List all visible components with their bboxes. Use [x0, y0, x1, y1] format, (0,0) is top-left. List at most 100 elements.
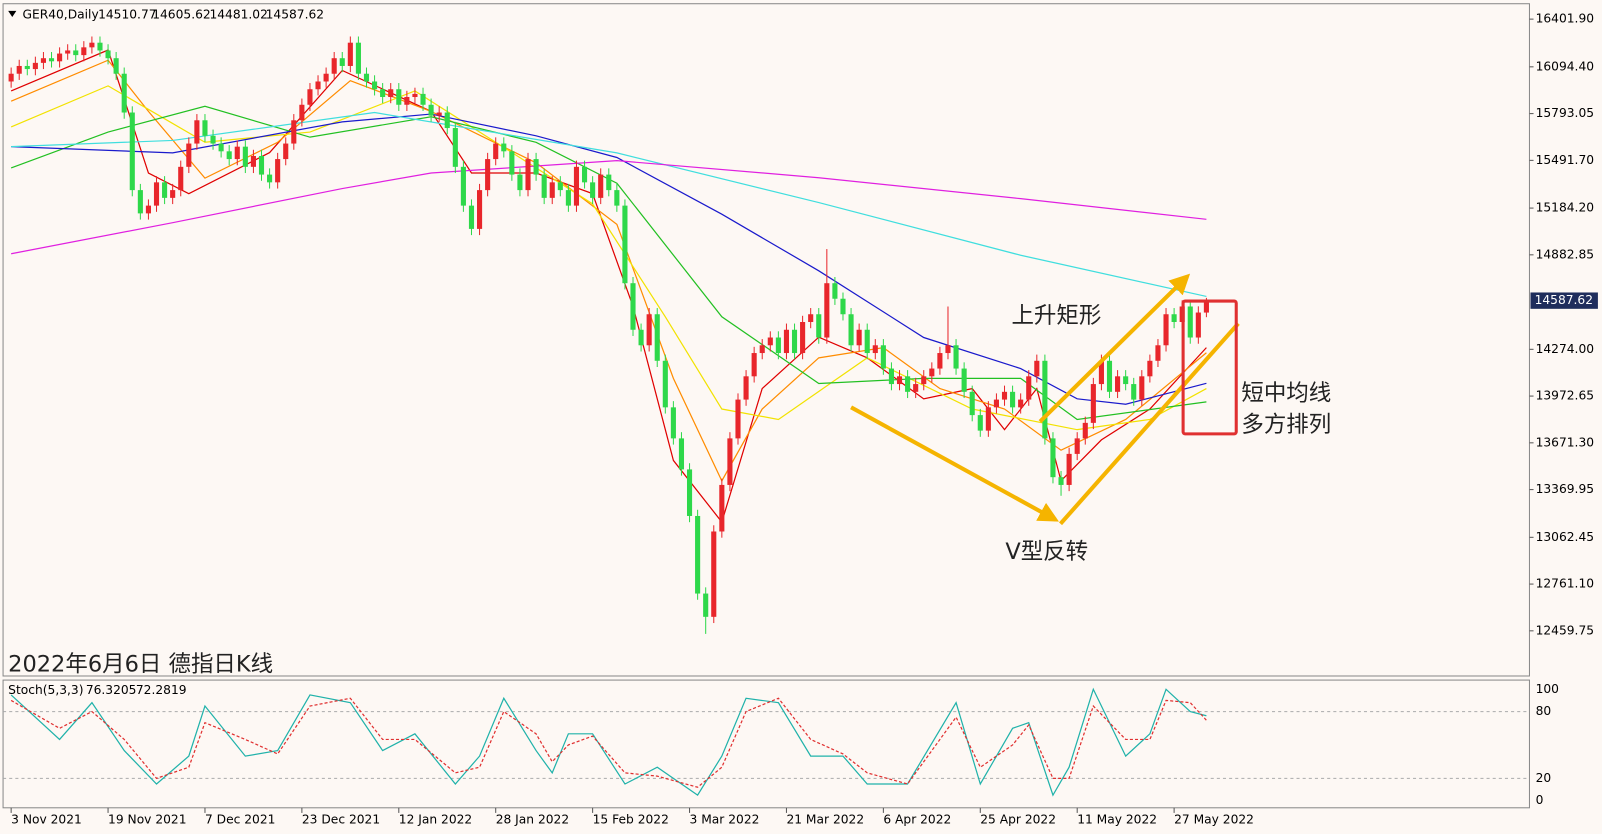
candle-body [864, 329, 870, 354]
candle-body [89, 42, 95, 48]
candle-body [1090, 384, 1096, 423]
moving-average [10, 59, 1207, 483]
candle-body [226, 151, 232, 160]
candle-body [1034, 360, 1040, 377]
candle-body [477, 190, 483, 229]
annotation: 多方排列 [1241, 412, 1331, 438]
candle-body [145, 205, 151, 214]
candle-body [670, 407, 676, 439]
candle-body [751, 353, 757, 377]
candle-body [921, 376, 927, 385]
candle-body [1155, 345, 1161, 361]
candle-body [727, 438, 733, 485]
candle-body [590, 182, 596, 198]
last-price-label: 14587.62 [1535, 293, 1593, 307]
candle-body [533, 159, 539, 175]
candle-body [840, 298, 846, 315]
y-tick-label: 13369.95 [1536, 482, 1594, 496]
candle-body [420, 93, 426, 105]
candle-body [81, 47, 87, 56]
candle-body [40, 58, 47, 63]
x-tick-label: 3 Mar 2022 [690, 813, 760, 827]
y-tick-label: 16094.40 [1536, 59, 1594, 73]
candle-body [460, 166, 466, 206]
candle-body [194, 120, 200, 144]
candle-body [428, 104, 434, 116]
x-tick-label: 19 Nov 2021 [108, 813, 186, 827]
candle-body [961, 368, 967, 392]
chart-title: 2022年6月6日 德指日K线 [8, 651, 273, 677]
candle-body [848, 314, 854, 346]
candle-body [525, 159, 531, 191]
candle-body [250, 155, 256, 167]
candle-body [218, 143, 224, 152]
x-tick-label: 3 Nov 2021 [11, 813, 82, 827]
candle-body [872, 345, 878, 354]
candle-body [800, 322, 806, 354]
stoch-title: Stoch(5,3,3) [8, 683, 83, 697]
candle-body [646, 314, 652, 346]
arrow-up [1038, 273, 1191, 424]
candle-body [614, 190, 620, 206]
candle-body [299, 104, 305, 121]
candle-body [153, 182, 160, 206]
y-tick-label: 15793.05 [1536, 106, 1594, 120]
stoch-line [10, 687, 1207, 797]
candle-body [1010, 391, 1016, 408]
candle-body [396, 89, 402, 105]
candle-body [129, 112, 135, 191]
candle-body [1139, 376, 1145, 400]
candle-body [856, 329, 862, 346]
candle-body [517, 174, 523, 191]
high-value: 14605.62 [152, 7, 210, 21]
candle-body [638, 329, 644, 346]
x-tick-label: 11 May 2022 [1077, 813, 1157, 827]
candle-body [1042, 360, 1048, 439]
y-tick-label: 12761.10 [1536, 577, 1594, 591]
candle-body [913, 384, 919, 392]
candle-body [1074, 438, 1080, 454]
menu-triangle[interactable] [8, 10, 17, 18]
candle-body [291, 120, 297, 144]
candle-body [347, 42, 353, 66]
candle-body [1018, 399, 1024, 408]
candle-body [16, 65, 22, 74]
x-tick-label: 7 Dec 2021 [205, 813, 275, 827]
low-value: 14481.02 [209, 7, 267, 21]
candle-body [202, 120, 208, 136]
candle-body [711, 531, 717, 617]
candle-body [1147, 360, 1153, 377]
candle-body [1123, 376, 1129, 385]
annotation: V型反转 [1005, 539, 1088, 565]
y-tick-label: 14882.85 [1536, 247, 1594, 261]
candle-body [275, 159, 281, 183]
channel-line [1058, 322, 1240, 526]
candle-body [541, 174, 547, 198]
y-tick-label: 13062.45 [1536, 530, 1594, 544]
candle-body [1001, 391, 1008, 400]
x-tick-label: 25 Apr 2022 [980, 813, 1056, 827]
candle-body [1131, 384, 1137, 400]
candle-body [969, 391, 975, 416]
moving-average [11, 111, 1207, 298]
candle-body [24, 65, 30, 70]
x-tick-label: 6 Apr 2022 [883, 813, 951, 827]
candle-body [331, 58, 337, 74]
annotation: 短中均线 [1241, 381, 1331, 407]
candle-body [549, 182, 555, 198]
candle-body [444, 112, 450, 129]
candle-body [339, 58, 345, 66]
candle-body [452, 128, 458, 167]
candle-body [654, 314, 660, 361]
candle-body [977, 415, 983, 431]
candle-body [703, 593, 709, 617]
candle-body [767, 337, 773, 346]
stoch-tick-label: 0 [1536, 793, 1544, 807]
candle-body [283, 143, 289, 160]
x-tick-label: 23 Dec 2021 [302, 813, 380, 827]
candle-body [485, 159, 491, 191]
y-tick-label: 15184.20 [1536, 201, 1594, 215]
candle-body [1106, 360, 1113, 392]
candle-body [113, 58, 119, 74]
